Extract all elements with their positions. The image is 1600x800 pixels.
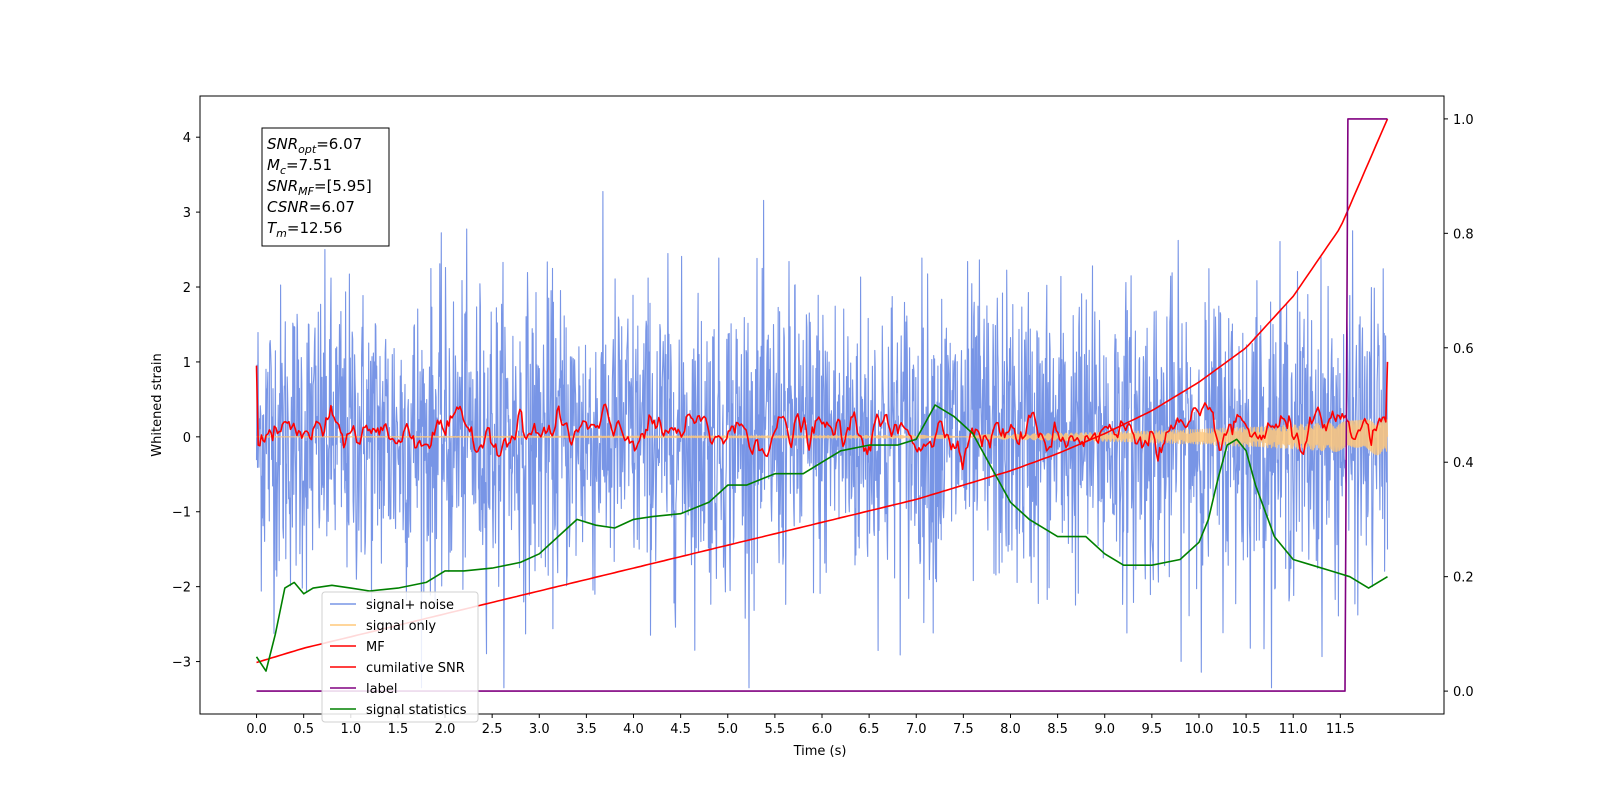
legend-label: MF [366, 640, 385, 655]
legend-label: signal only [366, 619, 436, 634]
x-tick-label: 10.5 [1232, 722, 1261, 737]
x-tick-label: 9.5 [1142, 722, 1163, 737]
x-tick-label: 4.5 [670, 722, 691, 737]
series-line-label [256, 118, 1388, 692]
y-tick-label: 3 [183, 206, 191, 221]
x-tick-label: 3.5 [576, 722, 597, 737]
x-tick-label: 8.5 [1047, 722, 1068, 737]
y-tick-label: −1 [172, 506, 191, 521]
x-tick-label: 1.5 [388, 722, 409, 737]
x-tick-label: 2.0 [435, 722, 456, 737]
series-line-signal-noise [255, 190, 1389, 689]
x-tick-label: 4.0 [623, 722, 644, 737]
x-tick-label: 3.0 [529, 722, 550, 737]
legend: signal+ noise signal only MF cumilative SNR… [321, 591, 479, 723]
annotation-frame [261, 127, 390, 247]
y-axis-right: 0.0 0.2 0.4 0.6 0.8 1.0 [1444, 113, 1474, 700]
legend-frame [321, 591, 479, 723]
x-tick-label: 6.0 [812, 722, 833, 737]
x-tick-label: 8.0 [1000, 722, 1021, 737]
x-tick-label: 9.0 [1094, 722, 1115, 737]
legend-label: signal statistics [366, 703, 467, 718]
x-tick-label: 1.0 [340, 722, 361, 737]
y-tick-label: 1 [183, 356, 191, 371]
legend-label: signal+ noise [366, 598, 454, 613]
x-tick-label: 7.0 [906, 722, 927, 737]
y2-tick-label: 0.4 [1453, 456, 1474, 471]
x-axis: 0.0 0.5 1.0 1.5 2.0 2.5 3.0 3.5 4.0 4.5 5.0 5.5 6.0 6… [246, 714, 1355, 737]
x-tick-label: 0.5 [293, 722, 314, 737]
x-tick-label: 10.0 [1184, 722, 1213, 737]
series-line-signal-only [256, 417, 1389, 456]
x-tick-label: 6.5 [859, 722, 880, 737]
series-line-signal-statistics [255, 404, 1388, 672]
legend-label: cumilative SNR [366, 661, 465, 676]
x-tick-label: 0.0 [246, 722, 267, 737]
x-tick-label: 2.5 [482, 722, 503, 737]
annotation-line: SNRMF=[5.95] [267, 177, 372, 198]
y-axis-left: −3 −2 −1 0 1 2 3 4 [172, 131, 200, 671]
y2-tick-label: 0.0 [1453, 685, 1474, 700]
x-tick-label: 11.5 [1326, 722, 1355, 737]
annotation-line: Tm=12.56 [267, 219, 342, 240]
annotation-line: CSNR=6.07 [267, 198, 355, 216]
y-axis-label: Whitened strain [150, 353, 165, 456]
y2-tick-label: 1.0 [1453, 113, 1474, 128]
y2-tick-label: 0.8 [1453, 227, 1474, 242]
y-tick-label: 0 [183, 431, 191, 446]
x-tick-label: 5.0 [717, 722, 738, 737]
annotation-line: Mc=7.51 [267, 156, 332, 177]
y2-tick-label: 0.6 [1453, 342, 1474, 357]
x-tick-label: 11.0 [1279, 722, 1308, 737]
y-tick-label: 2 [183, 281, 191, 296]
x-axis-label: Time (s) [793, 744, 847, 759]
series-line-mf [255, 361, 1389, 471]
y-tick-label: −3 [172, 656, 191, 671]
x-tick-label: 5.5 [765, 722, 786, 737]
y2-tick-label: 0.2 [1453, 571, 1474, 586]
annotation-line: SNRopt=6.07 [267, 135, 362, 156]
legend-label: label [366, 682, 397, 697]
y-tick-label: 4 [183, 131, 191, 146]
x-tick-label: 7.5 [953, 722, 974, 737]
y-tick-label: −2 [172, 581, 191, 596]
